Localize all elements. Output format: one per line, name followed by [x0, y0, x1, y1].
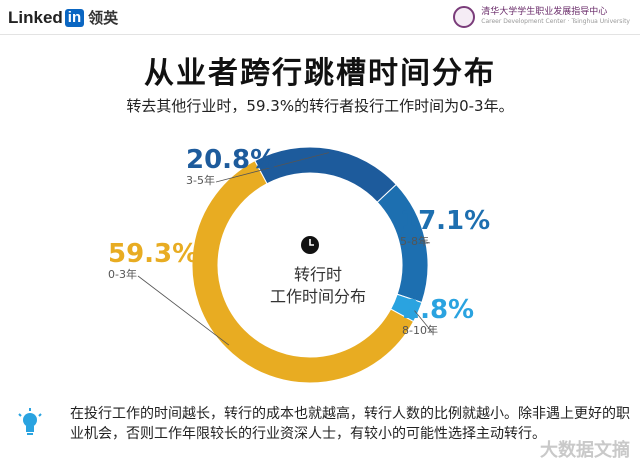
center-label-line1: 转行时: [294, 265, 342, 284]
slice-percent-5-8: 17.1%: [400, 206, 490, 236]
slice-percent-0-3: 59.3%: [108, 239, 198, 269]
partner-seal-icon: [453, 6, 476, 28]
slice-percent-3-5: 20.8%: [186, 145, 276, 175]
slice-range-8-10: 8-10年: [402, 323, 438, 337]
slice-percent-8-10: 2.8%: [402, 295, 474, 325]
leader-line-3-5: [215, 152, 329, 183]
brand-in-badge: in: [64, 8, 85, 27]
insight-text: 在投行工作的时间越长，转行的成本也就越高，转行人数的比例就越小。除非遇上更好的职…: [70, 406, 630, 442]
page-subtitle: 转去其他行业时，59.3%的转行者投行工作时间为0-3年。: [126, 97, 514, 115]
lightbulb-icon: [18, 408, 42, 435]
leader-line-0-3: [137, 275, 230, 346]
partner-name: 清华大学学生职业发展指导中心: [481, 7, 608, 17]
slice-range-5-8: 5-8年: [400, 234, 429, 248]
donut-slice-0-3: [191, 160, 415, 384]
linkedin-logo: Linked in 领英: [8, 7, 118, 28]
leader-line-8-10: [414, 310, 433, 333]
partner-logo: 清华大学学生职业发展指导中心 Career Development Center…: [453, 6, 630, 28]
partner-subname: Career Development Center · Tsinghua Uni…: [481, 18, 630, 25]
watermark-text: 大数据文摘: [540, 440, 630, 461]
clock-hands: [309, 239, 314, 246]
brand-text: Linked: [8, 7, 63, 27]
donut-arcs: [191, 146, 429, 384]
slice-labels: 20.8%3-5年 17.1%5-8年 2.8%8-10年 59.3%0-3年: [108, 145, 490, 346]
slice-range-0-3: 0-3年: [108, 267, 137, 281]
leader-line-5-8: [421, 240, 431, 244]
header-divider: [0, 34, 640, 35]
center-label-line2: 工作时间分布: [270, 287, 366, 306]
page-title: 从业者跨行跳槽时间分布: [144, 56, 496, 91]
slice-range-3-5: 3-5年: [186, 173, 215, 187]
donut-chart: 转行时 工作时间分布 20.8%3-5年 17.1%5-8年 2.8%8-10年 59…: [108, 145, 490, 384]
brand-cn-text: 领英: [88, 10, 119, 27]
header-bar: Linked in 领英 清华大学学生职业发展指导中心 Career Devel…: [0, 0, 640, 38]
